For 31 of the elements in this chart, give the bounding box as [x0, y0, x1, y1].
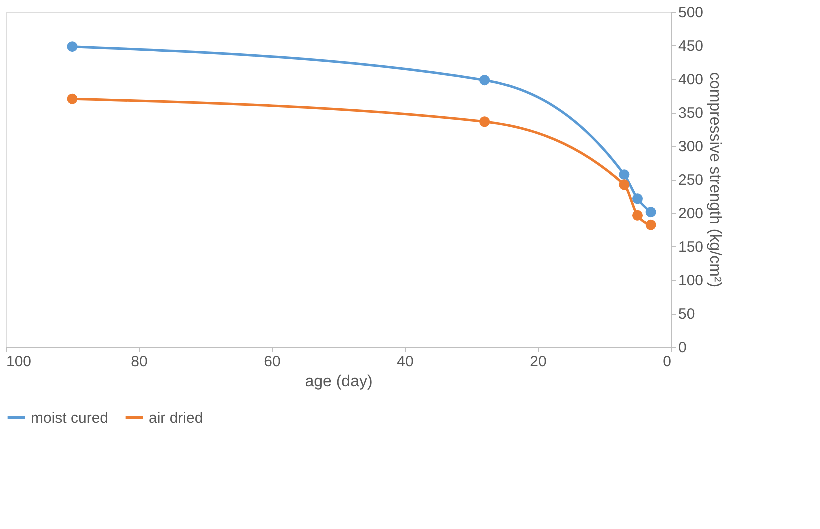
x-tick-label: 80	[131, 354, 148, 370]
point	[619, 180, 630, 190]
point	[480, 75, 490, 86]
point	[67, 94, 78, 104]
point	[646, 207, 656, 218]
legend-label: air dried	[149, 410, 204, 427]
y-tick-label: 450	[678, 38, 704, 55]
x-tick-label: 20	[530, 354, 547, 370]
x-tick-label: 0	[663, 354, 672, 370]
point	[67, 42, 78, 52]
y-tick-label: 0	[678, 340, 687, 356]
legend-label: moist cured	[31, 410, 109, 427]
point	[646, 220, 656, 230]
y-tick-label: 50	[678, 306, 696, 323]
y-tick-label: 350	[678, 105, 704, 122]
x-tick-label: 100	[6, 354, 32, 370]
y-tick-label: 400	[678, 72, 704, 88]
y-tick-label: 150	[678, 239, 704, 256]
x-tick-label: 60	[264, 354, 281, 370]
y-tick-label: 100	[678, 272, 704, 290]
x-axis-title: age (day)	[305, 374, 373, 390]
y-tick-label: 250	[678, 172, 704, 189]
y-tick-label: 200	[678, 206, 704, 222]
y-tick-label: 500	[678, 4, 704, 22]
point	[480, 116, 490, 128]
y-axis-title: compressive strength (kg/cm²)	[706, 72, 724, 288]
y-tick-label: 300	[678, 138, 704, 156]
point	[632, 210, 643, 221]
x-tick-label: 40	[397, 354, 414, 370]
point	[619, 170, 630, 180]
point	[632, 194, 643, 204]
